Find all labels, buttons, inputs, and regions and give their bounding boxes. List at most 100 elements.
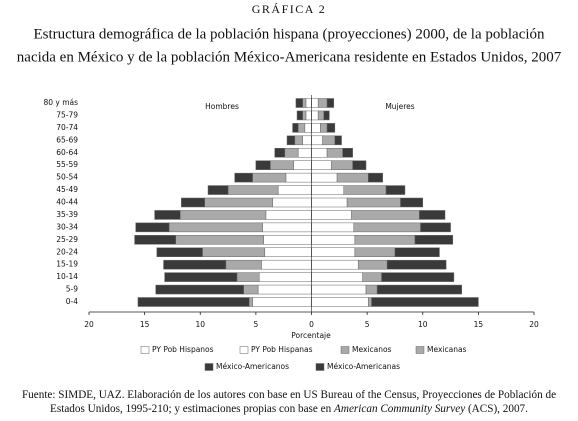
bar — [385, 185, 406, 195]
x-tick-label: 20 — [84, 320, 94, 329]
bar — [265, 210, 312, 220]
bar — [156, 247, 203, 257]
bar — [204, 197, 273, 208]
bar — [311, 98, 319, 108]
legend-swatch — [340, 346, 350, 354]
bar — [394, 247, 440, 257]
bar — [163, 259, 227, 270]
bar — [326, 148, 343, 158]
bar — [311, 210, 352, 220]
bar — [286, 135, 296, 146]
bar — [263, 235, 312, 245]
bar — [264, 247, 312, 257]
y-tick-label: 20-24 — [56, 247, 78, 256]
bar — [334, 135, 342, 146]
bar — [367, 297, 372, 307]
legend-swatch — [204, 363, 214, 371]
bar — [311, 272, 363, 282]
bar — [311, 148, 328, 158]
legend-label: PY Pob Hispanas — [251, 345, 313, 354]
chart-title: nacida en México y de la población Méxic… — [17, 49, 562, 65]
legend-swatch — [239, 346, 249, 354]
bar — [297, 123, 306, 133]
bar — [257, 284, 312, 295]
bar — [252, 172, 287, 183]
bar — [302, 110, 307, 121]
bar — [155, 284, 244, 295]
bar — [168, 222, 263, 233]
bar — [207, 185, 229, 195]
y-tick-label: 10-14 — [56, 272, 78, 281]
bar — [323, 110, 330, 121]
x-tick-label: 15 — [474, 320, 484, 329]
kicker: GRÁFICA 2 — [252, 2, 327, 16]
chart: GRÁFICA 2 Estructura demográfica de la p… — [17, 2, 562, 371]
bar — [258, 272, 312, 282]
y-tick-label: 75-79 — [56, 110, 78, 119]
bar — [154, 210, 181, 220]
y-tick-label: 35-39 — [56, 210, 78, 219]
bar — [343, 185, 387, 195]
y-tick-label: 25-29 — [56, 235, 78, 244]
bar — [181, 197, 205, 208]
bar — [376, 284, 462, 295]
chart-title: Estructura demográfica de la población h… — [33, 26, 545, 42]
y-tick-label: 50-54 — [56, 173, 78, 182]
y-tick-label: 60-64 — [56, 148, 78, 157]
bar — [294, 135, 303, 146]
bar — [270, 160, 294, 170]
bar — [261, 259, 312, 270]
bar — [302, 98, 307, 108]
bar — [320, 123, 328, 133]
source-text: (ACS), 2007. — [465, 403, 528, 415]
bar — [302, 135, 312, 146]
bar — [248, 297, 253, 307]
bar — [164, 272, 238, 282]
y-tick-label: 40-44 — [56, 198, 78, 207]
bar — [175, 235, 264, 245]
y-tick-label: 5-9 — [66, 285, 78, 294]
bar — [381, 272, 455, 282]
bar — [135, 222, 170, 233]
bar — [255, 160, 271, 170]
bar — [311, 222, 355, 233]
legend-label: México-Americanos — [216, 362, 289, 371]
bar — [134, 235, 177, 245]
bar — [305, 98, 312, 108]
bar — [311, 235, 356, 245]
bar — [311, 297, 369, 307]
legend-swatch — [315, 363, 325, 371]
bar — [357, 259, 388, 270]
bar — [293, 160, 312, 170]
x-tick-label: 0 — [309, 320, 314, 329]
bar — [277, 185, 312, 195]
bar — [400, 197, 423, 208]
legend-label: Mexicanas — [427, 345, 467, 354]
bar — [336, 172, 369, 183]
bar — [274, 148, 286, 158]
y-tick-label: 30-34 — [56, 222, 78, 231]
bar — [322, 135, 336, 146]
bar — [367, 172, 383, 183]
legend-swatch — [415, 346, 425, 354]
bar — [236, 272, 260, 282]
bar — [305, 110, 312, 121]
panel-label: Mujeres — [385, 102, 414, 111]
bar — [317, 98, 328, 108]
bar — [311, 123, 321, 133]
bar — [311, 259, 359, 270]
bar — [234, 172, 253, 183]
legend-label: Mexicanos — [352, 345, 392, 354]
bar — [284, 148, 299, 158]
x-tick-label: 20 — [529, 320, 539, 329]
bar — [354, 247, 396, 257]
legend-label: México-Americanas — [327, 362, 400, 371]
x-axis-label: Porcentaje — [291, 331, 331, 340]
bar — [262, 222, 312, 233]
bar — [353, 222, 421, 233]
bar — [297, 148, 312, 158]
x-tick-label: 10 — [195, 320, 205, 329]
bar — [292, 123, 299, 133]
panel-label: Hombres — [205, 102, 239, 111]
